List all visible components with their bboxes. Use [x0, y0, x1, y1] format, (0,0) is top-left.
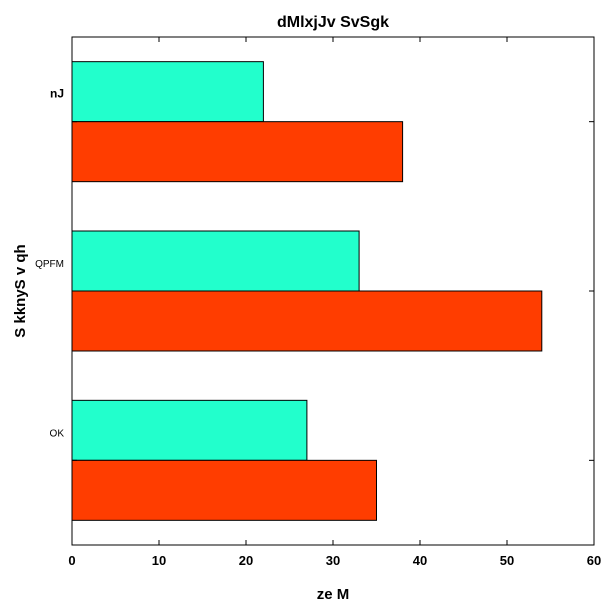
- x-tick-label: 20: [239, 553, 253, 568]
- bar-QPFM-series-2: [71, 290, 543, 352]
- bars-layer: [71, 61, 543, 521]
- x-tick-label: 10: [152, 553, 166, 568]
- y-tick-label: QPFM: [35, 259, 64, 270]
- bar-OK-series-2: [71, 459, 377, 521]
- bar-nJ-series-2: [71, 121, 404, 183]
- x-tick-label: 30: [326, 553, 340, 568]
- bar-nJ-series-1: [71, 61, 264, 123]
- bar-OK-series-1: [71, 399, 308, 461]
- x-axis-title: ze M: [317, 586, 350, 603]
- x-tick-label: 0: [68, 553, 75, 568]
- x-tick-label: 50: [500, 553, 514, 568]
- x-tick-label: 60: [587, 553, 601, 568]
- x-tick-label: 40: [413, 553, 427, 568]
- y-axis-ticks: nJ QPFM OK: [35, 87, 594, 461]
- x-axis-ticks: 0 10 20 30 40 50 60: [68, 37, 601, 568]
- y-tick-label: nJ: [50, 87, 64, 101]
- y-tick-label: OK: [50, 428, 65, 439]
- y-axis-title: S kknyS v qh: [12, 244, 29, 337]
- bar-QPFM-series-1: [71, 230, 360, 292]
- chart-title: dMlxjJv SvSgk: [277, 14, 389, 31]
